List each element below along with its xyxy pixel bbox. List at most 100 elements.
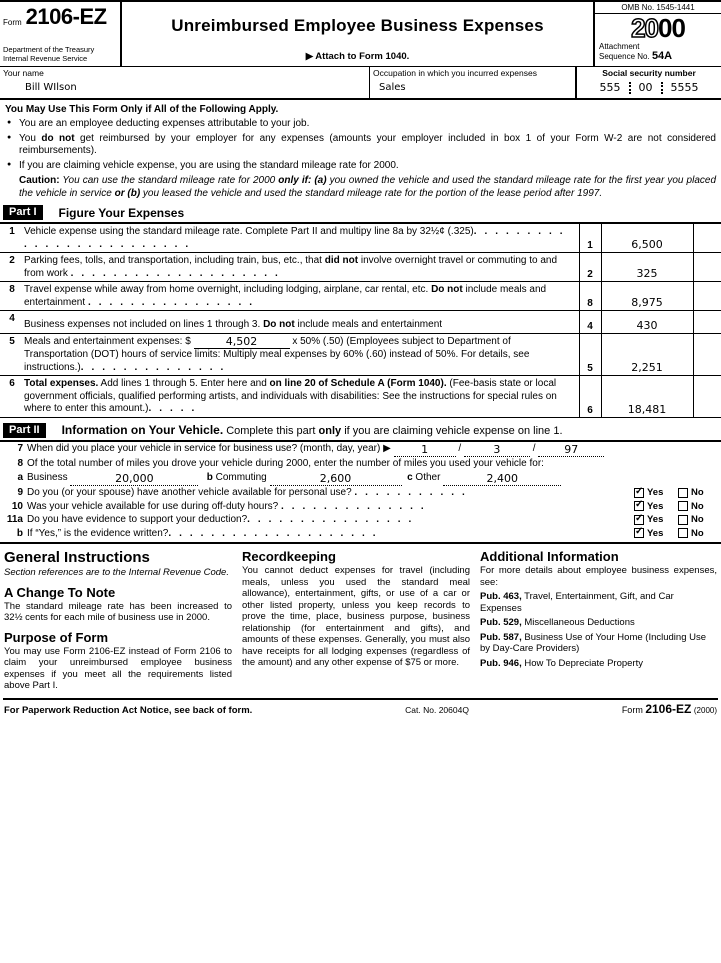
ssn-part3[interactable]: 5555 [670, 81, 699, 94]
part2-header: Part II Information on Your Vehicle. Com… [0, 422, 721, 438]
line-9-row: 9 Do you (or your spouse) have another v… [3, 485, 718, 500]
other-miles-input[interactable]: 2,400 [443, 472, 562, 486]
catalog-number: Cat. No. 20604Q [405, 704, 469, 715]
line-number-11a: 11a [6, 514, 23, 525]
general-instructions-heading: General Instructions [4, 549, 150, 566]
name-value[interactable]: Bill WIlson [25, 82, 77, 93]
line-number-1: 1 [0, 224, 24, 253]
additional-information-column: Additional Information For more details … [480, 547, 717, 694]
checkbox-icon[interactable] [678, 528, 688, 539]
line-9-yes-option[interactable]: Yes [634, 485, 674, 500]
occupation-field-cell[interactable]: Occupation in which you incurred expense… [370, 67, 577, 98]
part2-body: 7 When did you place your vehicle in ser… [0, 442, 721, 541]
line-amount-2[interactable]: 325 [601, 252, 694, 282]
line-cents-5[interactable] [693, 333, 721, 376]
line-text-4: Business expenses not included on lines … [24, 310, 579, 334]
checkbox-checked-icon[interactable] [634, 525, 644, 539]
footer-divider [3, 697, 718, 700]
line-amount-4[interactable]: 430 [601, 310, 694, 334]
general-instructions-subtext: Section references are to the Internal R… [4, 567, 229, 578]
part1-badge: Part I [3, 205, 43, 220]
no-label: No [691, 527, 704, 539]
commuting-miles-input[interactable]: 2,600 [269, 472, 402, 486]
change-to-note-heading: A Change To Note [4, 584, 116, 600]
caution-note: Caution: You can use the standard mileag… [19, 175, 717, 199]
part1-header: Part I Figure Your Expenses [0, 205, 721, 220]
line-cents-6[interactable] [693, 375, 721, 418]
name-field-cell[interactable]: Your name Bill WIlson [0, 67, 370, 98]
service-date-month-input[interactable]: 1 [393, 443, 456, 457]
footer-form-id: Form 2106-EZ (2000) [622, 702, 717, 716]
line-number-8c: c [407, 471, 413, 483]
ssn-part2[interactable]: 00 [638, 81, 653, 94]
general-instructions-column: General Instructions Section references … [4, 547, 232, 694]
line-amount-5[interactable]: 2,251 [601, 333, 694, 376]
line-11b-text: If “Yes,” is the evidence written?. . . … [27, 527, 379, 539]
yes-label: Yes [647, 487, 664, 498]
line-10-yes-option[interactable]: Yes [634, 498, 674, 514]
line-box-number-6: 6 [578, 375, 602, 418]
checkbox-checked-icon[interactable] [634, 485, 644, 498]
line-amount-3[interactable]: 8,975 [601, 281, 694, 311]
list-item: If you are claiming vehicle expense, you… [5, 159, 716, 172]
recordkeeping-column: Recordkeeping You cannot deduct expenses… [242, 547, 470, 694]
department-agency: Department of the Treasury Internal Reve… [3, 45, 94, 63]
pub-587-number: Pub. 587, [480, 631, 522, 643]
service-date-year-input[interactable]: 97 [538, 443, 605, 457]
line-number-6: 6 [0, 375, 24, 418]
line-11a-yes-option[interactable]: Yes [634, 512, 674, 527]
list-item: You are an employee deducting expenses a… [5, 117, 716, 130]
additional-information-heading: Additional Information [480, 549, 619, 564]
line-cents-3[interactable] [693, 281, 721, 311]
line-10-no-option[interactable]: No [678, 500, 718, 514]
service-date-day-input[interactable]: 3 [463, 443, 530, 457]
line-cents-1[interactable] [693, 224, 721, 253]
line-11a-row: 11a Do you have evidence to support your… [3, 512, 718, 527]
part1-title: Figure Your Expenses [58, 205, 185, 220]
no-label: No [691, 500, 704, 512]
business-miles-input[interactable]: 20,000 [70, 472, 199, 486]
line-11b-yes-option[interactable]: Yes [634, 525, 674, 541]
attachment-label-line1: Attachment [599, 42, 640, 51]
eligibility-heading: You May Use This Form Only if All of the… [5, 104, 279, 115]
line-text-6: Total expenses. Add lines 1 through 5. E… [24, 375, 579, 418]
line-amount-1[interactable]: 6,500 [601, 224, 694, 253]
line-text-3: Travel expense while away from home over… [24, 281, 579, 311]
ssn-label: Social security number [602, 68, 696, 78]
checkbox-checked-icon[interactable] [634, 512, 644, 525]
ssn-value-group[interactable]: 555 00 5555 [580, 78, 718, 94]
omb-number: OMB No. 1545-1441 [595, 2, 721, 14]
line-11a-no-option[interactable]: No [678, 513, 718, 527]
line-9-answers: Yes No [630, 485, 718, 500]
form-identity-block: Form 2106-EZ Department of the Treasury I… [0, 2, 122, 66]
checkbox-icon[interactable] [678, 487, 688, 498]
tax-year-suffix: 00 [658, 13, 686, 43]
checkbox-icon[interactable] [678, 501, 688, 512]
list-item: Pub. 946, How To Depreciate Property [480, 658, 717, 670]
line-11b-no-option[interactable]: No [678, 527, 718, 541]
checkbox-icon[interactable] [678, 514, 688, 525]
name-label: Your name [3, 68, 44, 78]
purpose-of-form-heading: Purpose of Form [4, 629, 109, 645]
line-7-content: When did you place your vehicle in servi… [27, 442, 718, 457]
checkbox-checked-icon[interactable] [634, 498, 644, 512]
list-item: You do not get reimbursed by your employ… [5, 132, 716, 157]
line-box-number-5: 5 [578, 333, 602, 376]
form-number: 2106-EZ [25, 4, 107, 29]
meals-expense-input[interactable]: 4,502 [193, 335, 290, 349]
occupation-value[interactable]: Sales [379, 82, 406, 93]
ssn-part1[interactable]: 555 [599, 81, 621, 94]
line-11a-answers: Yes No [630, 512, 718, 527]
line-9-text: Do you (or your spouse) have another veh… [27, 487, 468, 498]
line-9-no-option[interactable]: No [678, 486, 718, 500]
line-cents-4[interactable] [693, 310, 721, 334]
line-amount-6[interactable]: 18,481 [601, 375, 694, 418]
line-text-5: Meals and entertainment expenses: $ 4,50… [24, 333, 579, 376]
pub-463-desc: Travel, Entertainment, Gift, and Car Exp… [480, 591, 674, 614]
ssn-field-cell[interactable]: Social security number 555 00 5555 [577, 67, 721, 98]
line-11a-text: Do you have evidence to support your ded… [27, 514, 414, 525]
table-row: 1 Vehicle expense using the standard mil… [0, 224, 721, 253]
table-row: 5 Meals and entertainment expenses: $ 4,… [0, 333, 721, 376]
line-cents-2[interactable] [693, 252, 721, 282]
